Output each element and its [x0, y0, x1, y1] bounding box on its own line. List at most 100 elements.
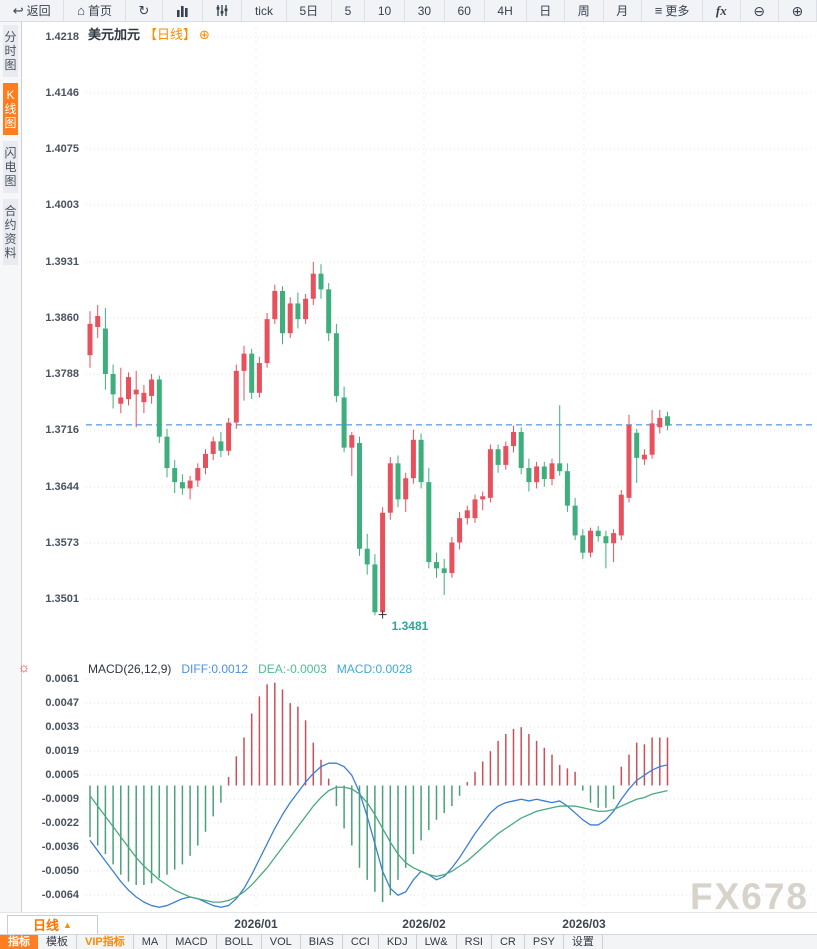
x-axis-date-label: 2026/02 [402, 917, 446, 931]
period-selector-label: 日线 [33, 917, 60, 933]
fx-indicator-button[interactable]: fx [703, 0, 741, 21]
more-button[interactable]: ≡ 更多 [642, 0, 704, 21]
tab-vol[interactable]: VOL [262, 935, 301, 949]
home-button[interactable]: ⌂ 首页 [64, 0, 126, 21]
price-axis-label: 1.3931 [45, 256, 79, 268]
tab-boll[interactable]: BOLL [217, 935, 262, 949]
macd-axis-label: 0.0047 [45, 697, 79, 709]
home-icon: ⌂ [77, 3, 86, 18]
top-toolbar: ↩ 返回 ⌂ 首页 ↻ tick 5日 5 10 30 60 4H 日周月 ≡ 更多 fx ⊖ ⊕ [0, 0, 817, 22]
toolbar-label: 60 [457, 3, 471, 18]
price-axis-label: 1.3860 [45, 312, 79, 324]
macd-axis-label: 0.0019 [45, 745, 79, 757]
zoom-in-icon: ⊕ [791, 2, 804, 19]
macd-diff-value: DIFF:0.0012 [181, 662, 249, 676]
toolbar-label: 4H [497, 3, 513, 18]
indicator-tab-bar: 指标 模板 VIP指标 MA MACD BOLL VOL BIAS CCI KDJ LW& RSI CR… [0, 934, 817, 949]
toolbar-label: 5日 [299, 4, 319, 18]
macd-axis-label: 0.0033 [45, 721, 79, 733]
price-axis-label: 1.4075 [45, 143, 79, 155]
menu-icon: ≡ [654, 3, 663, 18]
sidebar-item-kline-chart[interactable]: K线图 [3, 83, 18, 135]
macd-axis-label: -0.0036 [41, 841, 79, 853]
macd-axis-label: 0.0061 [45, 673, 79, 685]
macd-header: MACD(26,12,9) DIFF:0.0012 DEA:-0.0003 MACD:… [88, 662, 422, 676]
macd-axis-label: -0.0022 [41, 817, 79, 829]
macd-axis-label: 0.0005 [45, 769, 79, 781]
tab-macd[interactable]: MACD [167, 935, 217, 949]
period-5min-button[interactable]: 5 [332, 0, 366, 21]
toolbar-label: 周 [577, 4, 590, 18]
sidebar-item-timeshare-chart[interactable]: 分时图 [3, 25, 18, 77]
period-10min-button[interactable]: 10 [365, 0, 405, 21]
refresh-button[interactable]: ↻ [126, 0, 164, 21]
period-tag[interactable]: 【日线】 [144, 27, 197, 42]
period-30min-button[interactable]: 30 [405, 0, 445, 21]
time-axis-row: 日线 ▲ 2026/01 2026/02 2026/03 [0, 912, 817, 935]
x-axis-date-label: 2026/03 [562, 917, 606, 931]
toolbar-label: 月 [616, 4, 629, 18]
symbol-name: 美元加元 [88, 27, 141, 42]
price-axis-label: 1.3788 [45, 368, 79, 380]
tab-lwr[interactable]: LW& [417, 935, 457, 949]
back-button[interactable]: ↩ 返回 [0, 0, 65, 21]
period-5day-button[interactable]: 5日 [287, 0, 332, 21]
period-week-button[interactable]: 周 [565, 0, 604, 21]
toolbar-label: 10 [377, 3, 392, 18]
period-selector[interactable]: 日线 ▲ [7, 915, 98, 935]
tab-cci[interactable]: CCI [343, 935, 379, 949]
period-tick-button[interactable]: tick [242, 0, 287, 21]
tab-rsi[interactable]: RSI [457, 935, 492, 949]
tab-cr[interactable]: CR [492, 935, 525, 949]
indicator-params-button[interactable] [203, 0, 243, 21]
price-axis-label: 1.3501 [45, 593, 79, 605]
chart-title: 美元加元 【日线】 ⊕ [88, 24, 210, 43]
sidebar-item-contract-info[interactable]: 合约资料 [3, 199, 18, 265]
tab-templates[interactable]: 模板 [38, 935, 77, 949]
fx-icon: fx [715, 3, 727, 18]
add-indicator-icon[interactable]: ⊕ [199, 27, 210, 42]
chart-style-button[interactable] [163, 0, 203, 21]
tab-ma[interactable]: MA [134, 935, 168, 949]
zoom-out-button[interactable]: ⊖ [741, 0, 779, 21]
zoom-out-icon: ⊖ [753, 2, 765, 19]
toolbar-label: 日 [539, 4, 552, 18]
tab-psy[interactable]: PSY [525, 935, 564, 949]
chevron-up-icon: ▲ [63, 919, 72, 930]
toolbar-label: 5 [344, 3, 352, 18]
x-axis-date-label: 2026/01 [234, 917, 278, 931]
back-icon: ↩ [12, 3, 24, 18]
tab-vip-indicators[interactable]: VIP指标 [77, 935, 134, 949]
period-4h-button[interactable]: 4H [485, 0, 527, 21]
price-axis-label: 1.3573 [45, 537, 79, 549]
toolbar-label: 返回 [26, 4, 51, 18]
left-sidebar: 分时图 K线图闪电图合约资料 [0, 22, 22, 912]
tab-kdj[interactable]: KDJ [379, 935, 417, 949]
low-price-label: 1.3481 [391, 618, 429, 633]
macd-dea-value: DEA:-0.0003 [258, 662, 327, 676]
price-axis-label: 1.3716 [45, 424, 79, 436]
price-axis-label: 1.4146 [45, 87, 79, 99]
tab-indicators[interactable]: 指标 [0, 935, 38, 949]
macd-settings-icon[interactable]: ☼ [17, 659, 31, 675]
price-axis-label: 1.4003 [45, 199, 79, 211]
watermark-logo: FX678 [689, 876, 809, 917]
refresh-icon: ↻ [138, 3, 150, 18]
price-axis-label: 1.3644 [45, 481, 79, 493]
sidebar-item-lightning-chart[interactable]: 闪电图 [3, 141, 18, 193]
toolbar-label: 首页 [88, 4, 113, 18]
period-month-button[interactable]: 月 [604, 0, 643, 21]
period-day-button[interactable]: 日 [527, 0, 566, 21]
macd-formula-label: MACD(26,12,9) [88, 662, 172, 676]
toolbar-label: 更多 [665, 4, 690, 18]
period-60min-button[interactable]: 60 [445, 0, 485, 21]
zoom-in-button[interactable]: ⊕ [779, 0, 817, 21]
macd-axis-label: -0.0064 [41, 889, 79, 901]
tab-bias[interactable]: BIAS [301, 935, 343, 949]
macd-axis-label: -0.0009 [41, 793, 79, 805]
tab-settings[interactable]: 设置 [564, 935, 603, 949]
price-axis-label: 1.4218 [45, 31, 79, 43]
